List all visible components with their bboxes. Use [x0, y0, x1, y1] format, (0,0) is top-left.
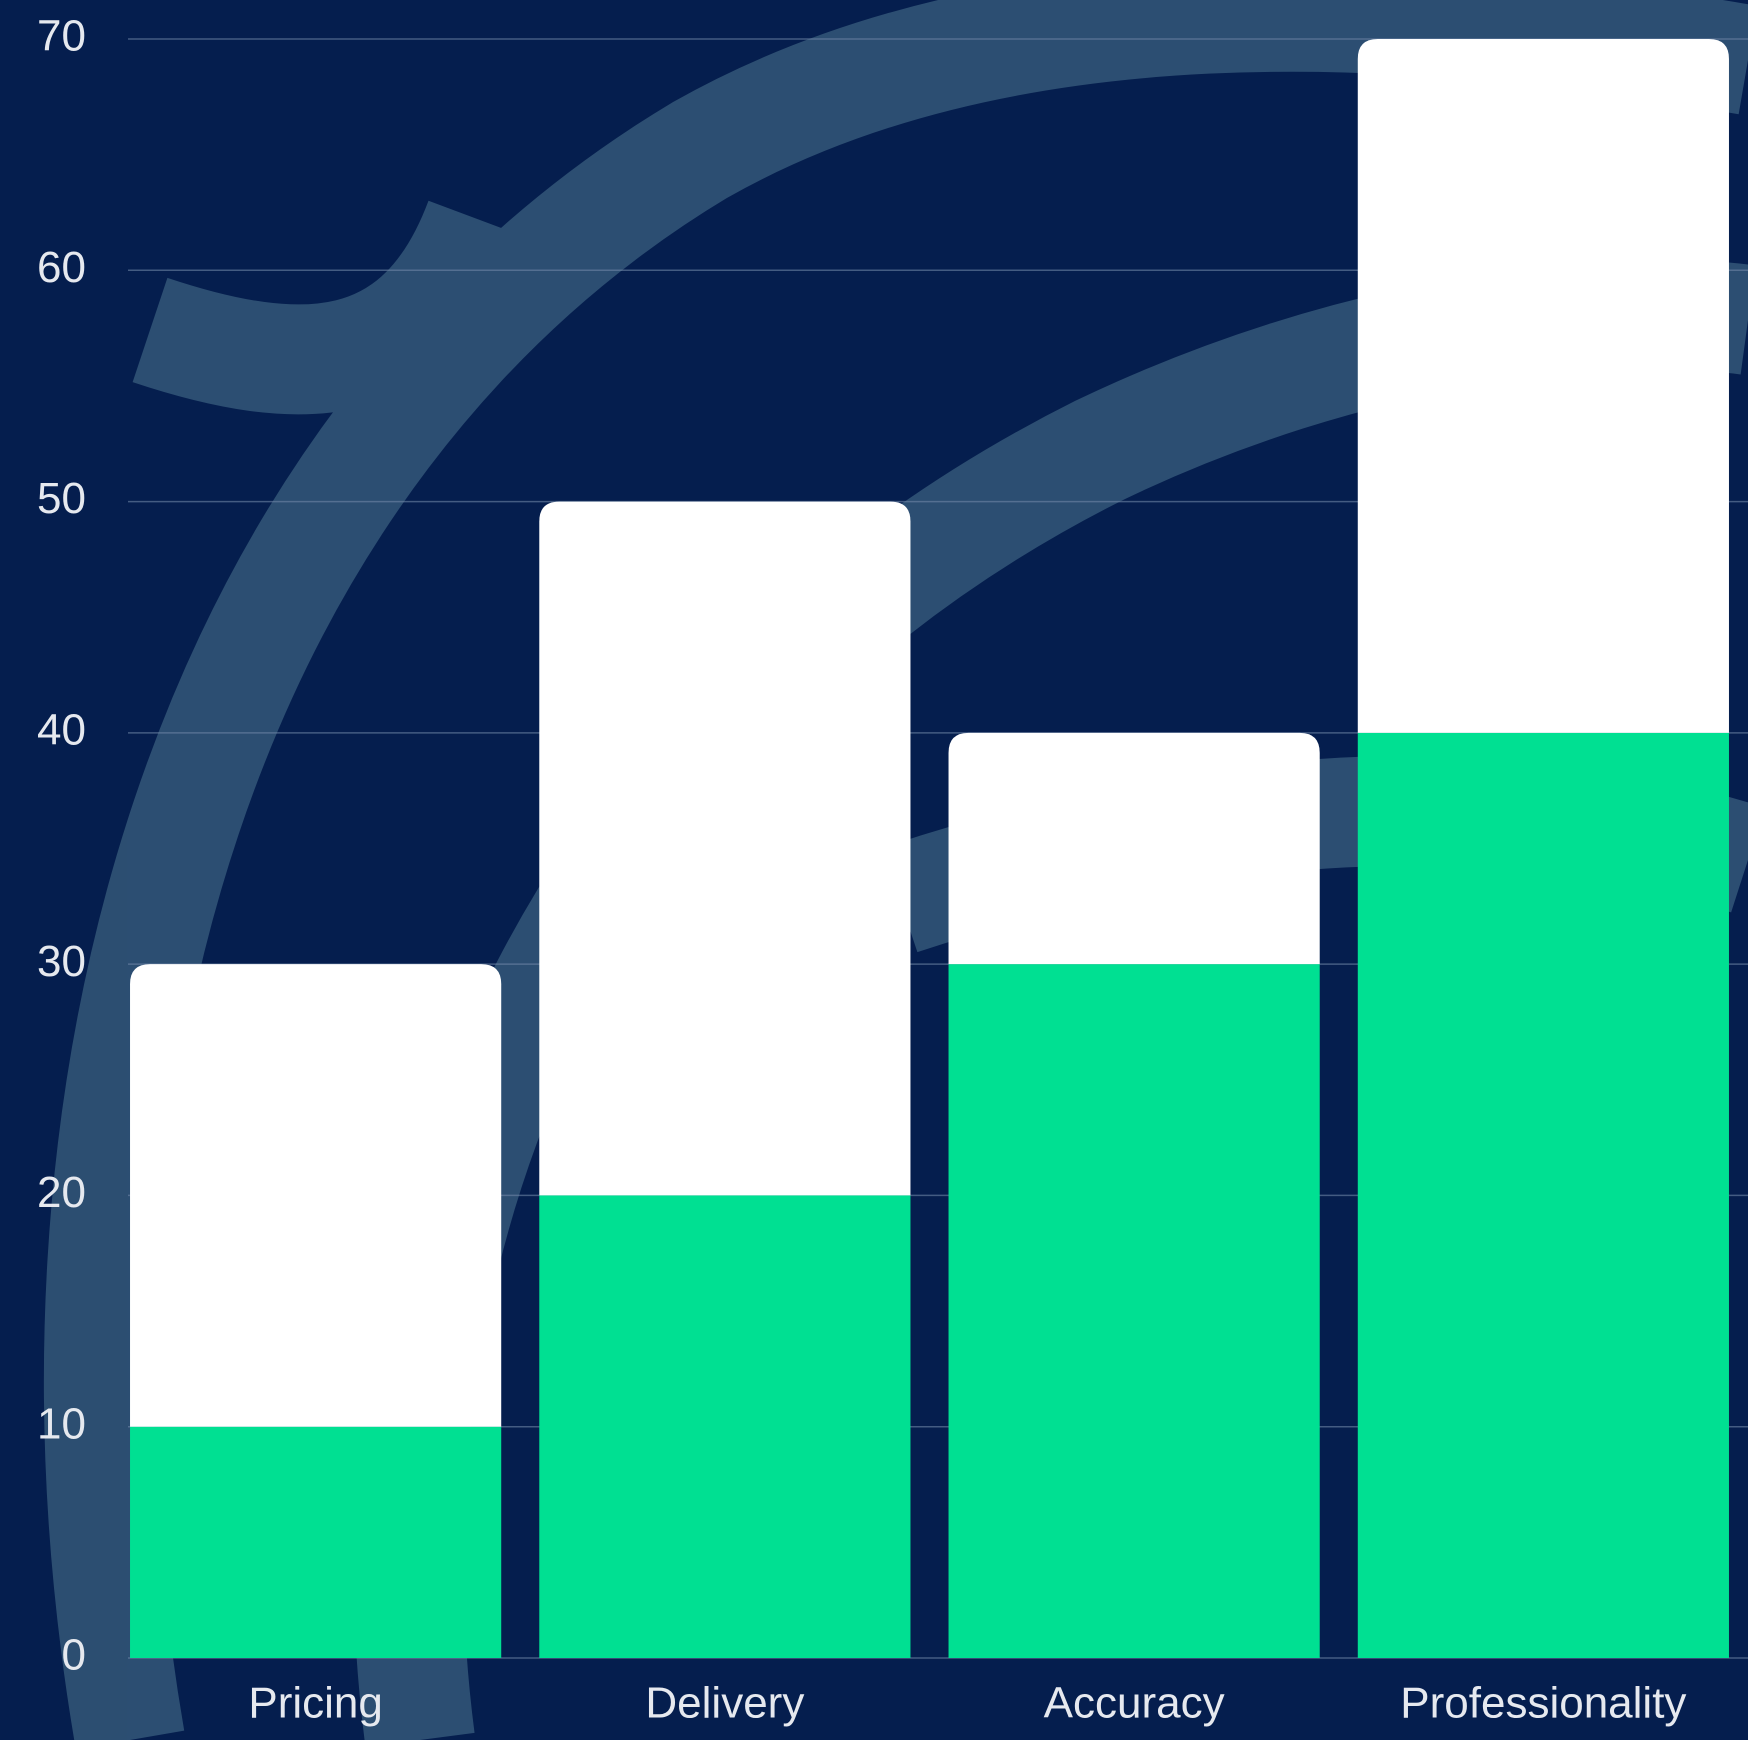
bar-segment [130, 1426, 502, 1658]
y-tick-label: 20 [37, 1168, 86, 1217]
y-tick-label: 60 [37, 243, 86, 292]
y-tick-label: 10 [37, 1399, 86, 1448]
bar-segment [948, 732, 1320, 965]
bar-segment [1357, 732, 1729, 1658]
bars [130, 39, 1729, 1658]
bar-segment [948, 964, 1320, 1658]
y-tick-label: 70 [37, 12, 86, 61]
bar-segment [539, 1195, 911, 1658]
x-tick-label: Delivery [645, 1679, 804, 1728]
y-tick-label: 40 [37, 705, 86, 754]
x-tick-label: Pricing [248, 1679, 383, 1728]
bar-segment [1357, 39, 1729, 733]
x-tick-label: Professionality [1400, 1679, 1686, 1728]
bar-segment [130, 964, 502, 1427]
x-tick-label: Accuracy [1044, 1679, 1225, 1728]
y-tick-label: 30 [37, 937, 86, 986]
bar-segment [539, 501, 911, 1196]
y-tick-label: 50 [37, 474, 86, 523]
labels: 0 10 20 30 40 50 60 70 Pricing Delivery Accuracy Pr… [37, 12, 1686, 1728]
y-tick-label: 0 [62, 1631, 86, 1680]
